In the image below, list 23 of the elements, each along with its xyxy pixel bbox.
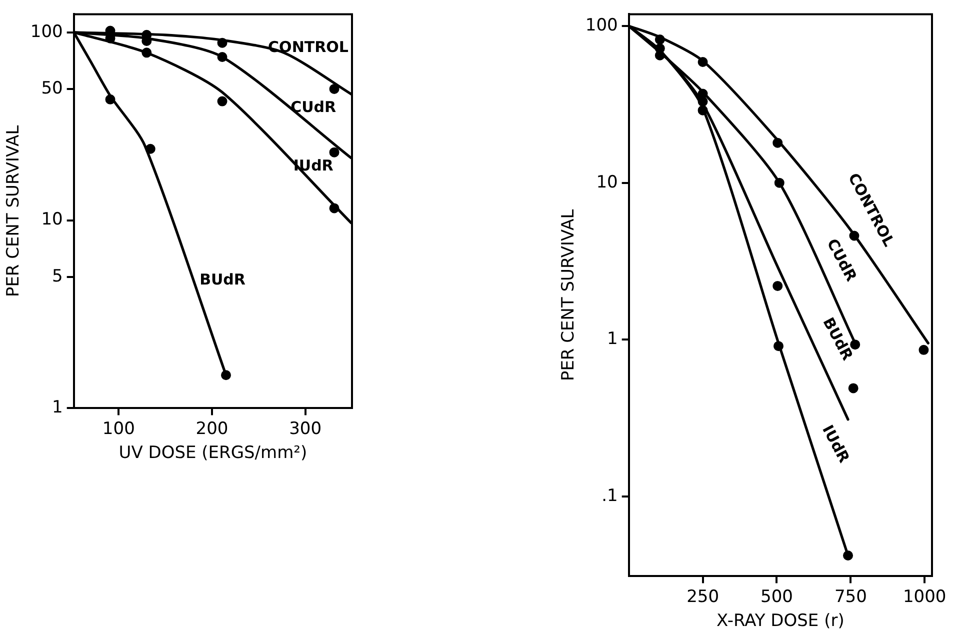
x-tick-label: 100 xyxy=(102,418,135,439)
x-tick-label: 1000 xyxy=(902,586,946,607)
x-axis-title: X-RAY DOSE (r) xyxy=(716,611,844,632)
y-tick-label: 5 xyxy=(52,266,63,286)
y-tick-label: .1 xyxy=(602,486,618,506)
series-label: CONTROL xyxy=(268,38,349,56)
y-tick-label: 100 xyxy=(30,22,63,42)
y-tick-label: 1 xyxy=(52,398,63,418)
series-label: BUdR xyxy=(200,270,246,288)
y-axis-title: PER CENT SURVIVAL xyxy=(4,124,24,298)
series-label: CUdR xyxy=(290,98,337,116)
x-axis-title: UV DOSE (ERGS/mm²) xyxy=(118,443,308,464)
y-tick-label: 1 xyxy=(607,329,618,350)
x-tick-label: 750 xyxy=(834,586,867,607)
x-tick-label: 300 xyxy=(289,418,322,439)
y-tick-label: 10 xyxy=(596,172,618,192)
y-tick-label: 10 xyxy=(41,210,63,230)
y-tick-label: 50 xyxy=(41,78,63,98)
y-tick-label: 100 xyxy=(585,15,618,36)
y-axis-title: PER CENT SURVIVAL xyxy=(558,208,579,382)
x-tick-label: 500 xyxy=(760,586,793,607)
x-tick-label: 200 xyxy=(196,418,228,439)
x-tick-label: 250 xyxy=(686,586,720,607)
